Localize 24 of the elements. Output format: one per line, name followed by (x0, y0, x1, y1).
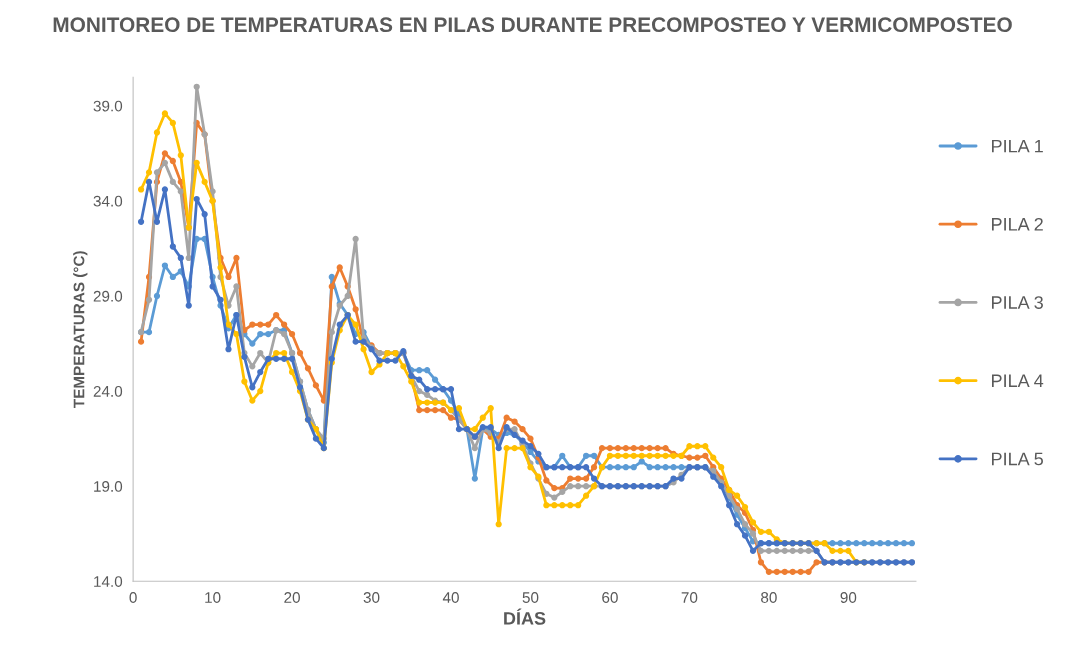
x-tick-label: 50 (522, 592, 539, 603)
y-tick-label: 14.0 (94, 576, 123, 587)
legend-label: PILA 5 (992, 452, 1043, 466)
y-tick-label: 39.0 (93, 100, 123, 112)
y-tick-label: 29.0 (93, 290, 123, 302)
y-tick-label: 24.0 (93, 385, 123, 397)
legend-label: PILA 4 (992, 374, 1044, 387)
y-axis-title: TEMPERATURAS (°C) (73, 251, 88, 408)
legend-label: PILA 3 (992, 296, 1043, 309)
x-tick-label: 90 (840, 592, 857, 603)
x-tick-label: 70 (681, 592, 698, 603)
chart-title: MONITOREO DE TEMPERATURAS EN PILAS DURANTE PRECOMPOSTEO Y VERMICOMPOSTEO (53, 17, 1012, 33)
x-tick-label: 80 (761, 592, 777, 603)
x-tick-label: 20 (284, 592, 300, 603)
x-axis-title: DÍAS (504, 608, 546, 625)
y-tick-label: 34.0 (93, 195, 123, 207)
x-tick-label: 30 (363, 592, 380, 603)
x-tick-label: 0 (129, 592, 137, 603)
x-tick-label: 40 (442, 592, 459, 603)
legend-label: PILA 1 (992, 139, 1043, 153)
x-tick-label: 60 (602, 592, 618, 603)
y-tick-label: 19.0 (94, 481, 123, 492)
legend-label: PILA 2 (992, 217, 1043, 231)
x-tick-label: 10 (205, 592, 221, 603)
